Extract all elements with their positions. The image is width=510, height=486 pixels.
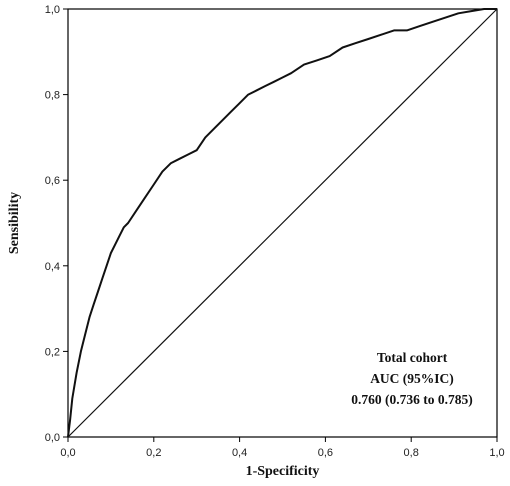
plot-area	[67, 8, 498, 438]
x-tick-label: 0,6	[318, 447, 333, 459]
reference-diagonal-line	[67, 8, 498, 438]
x-axis-title: 1-Specificity	[246, 464, 320, 479]
annotation-cohort: Total cohort	[377, 350, 448, 365]
annotation-auc-value: 0.760 (0.736 to 0.785)	[351, 392, 473, 407]
y-tick-label: 0,0	[45, 432, 60, 444]
x-axis-ticks: 0,0 0,2 0,4 0,6 0,8 1,0	[60, 437, 505, 459]
y-axis-title: Sensibility	[7, 192, 22, 254]
y-tick-label: 1,0	[45, 4, 60, 16]
y-axis-ticks: 0,0 0,2 0,4 0,6 0,8 1,0	[45, 4, 68, 444]
annotation-auc-label: AUC (95%IC)	[370, 371, 454, 386]
roc-curve	[67, 8, 497, 438]
y-tick-label: 0,6	[45, 175, 60, 187]
x-tick-label: 0,2	[146, 447, 161, 459]
x-tick-label: 0,4	[232, 447, 247, 459]
x-tick-label: 0,0	[60, 447, 75, 459]
x-tick-label: 0,8	[404, 447, 419, 459]
y-tick-label: 0,8	[45, 90, 60, 102]
plot-frame	[67, 8, 498, 438]
y-tick-label: 0,4	[45, 261, 60, 273]
x-tick-label: 1,0	[489, 447, 504, 459]
y-tick-label: 0,2	[45, 346, 60, 358]
